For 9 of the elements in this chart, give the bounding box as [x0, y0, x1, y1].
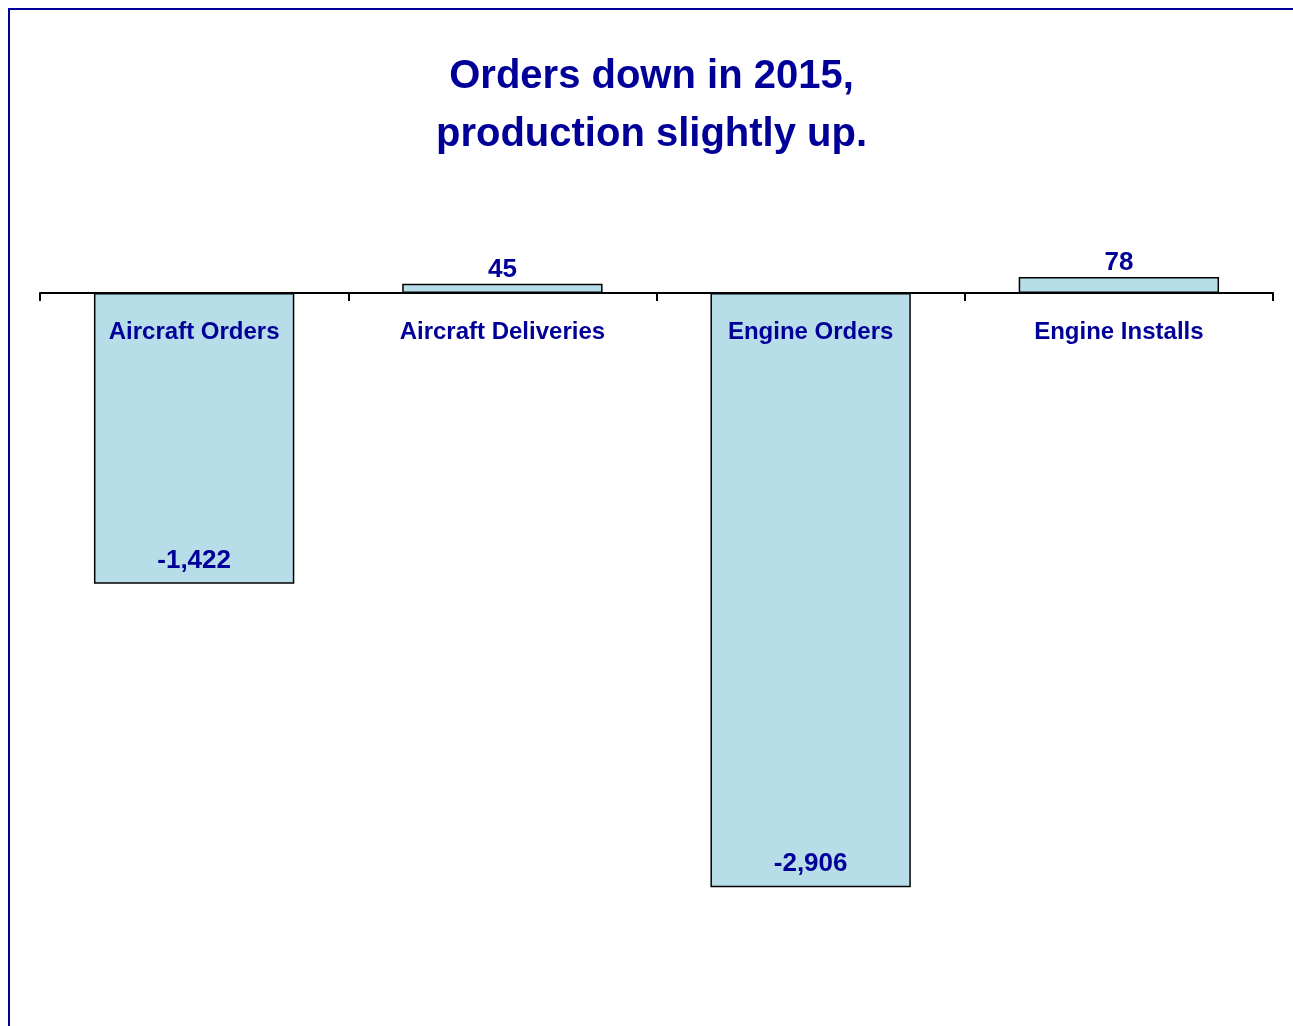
x-tick-label: Engine Installs: [1034, 317, 1204, 345]
x-tick-label: Aircraft Deliveries: [399, 317, 606, 345]
data-label: 45: [487, 252, 517, 283]
x-tick-label: Engine Orders: [727, 317, 894, 345]
data-label: 78: [1104, 245, 1134, 276]
data-label: -2,906: [773, 847, 848, 878]
data-label: -1,422: [157, 543, 231, 574]
x-tick-label: Aircraft Orders: [108, 317, 280, 345]
chart-title: Orders down in 2015, production slightly up.: [435, 52, 868, 154]
